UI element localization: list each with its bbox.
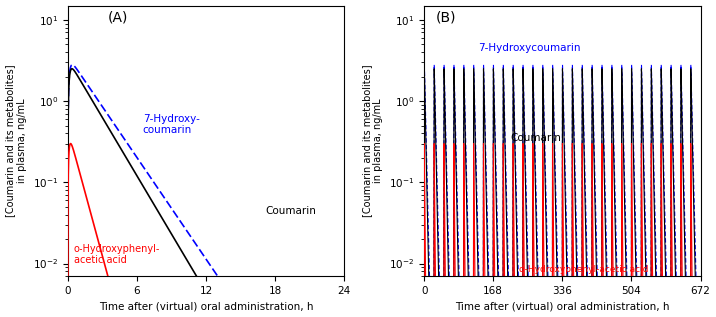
Text: Coumarin: Coumarin xyxy=(511,133,561,143)
Text: (B): (B) xyxy=(436,11,457,25)
X-axis label: Time after (virtual) oral administration, h: Time after (virtual) oral administration… xyxy=(455,301,669,311)
Text: o-Hydroxyphenyl-acetic acid: o-Hydroxyphenyl-acetic acid xyxy=(518,265,648,274)
Text: o-Hydroxyphenyl-
acetic acid: o-Hydroxyphenyl- acetic acid xyxy=(74,244,160,265)
Text: (A): (A) xyxy=(107,11,127,25)
Y-axis label: [Coumarin and its metabolites]
in plasma, ng/mL: [Coumarin and its metabolites] in plasma… xyxy=(6,65,27,217)
X-axis label: Time after (virtual) oral administration, h: Time after (virtual) oral administration… xyxy=(99,301,313,311)
Text: 7-Hydroxy-
coumarin: 7-Hydroxy- coumarin xyxy=(142,114,200,135)
Text: 7-Hydroxycoumarin: 7-Hydroxycoumarin xyxy=(478,43,580,53)
Y-axis label: [Coumarin and its metabolites]
in plasma, ng/mL: [Coumarin and its metabolites] in plasma… xyxy=(362,65,384,217)
Text: Coumarin: Coumarin xyxy=(266,205,316,216)
